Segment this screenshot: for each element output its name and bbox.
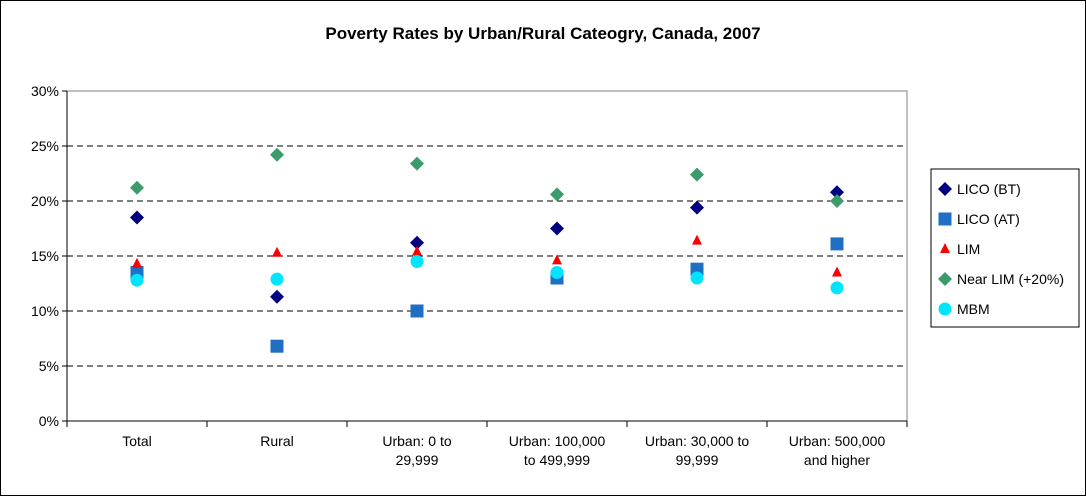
data-point-mbm (410, 255, 424, 268)
y-tick-label: 30% (31, 83, 59, 99)
grid-lines (67, 145, 907, 367)
data-points (130, 147, 844, 353)
data-point-lim (552, 254, 562, 265)
x-tick-label: Total (122, 433, 152, 449)
x-tick-label: Rural (260, 433, 293, 449)
data-point-near-lim-20 (270, 147, 284, 162)
data-point-lico-at (830, 237, 844, 251)
legend-marker (940, 243, 950, 253)
legend-label: LICO (BT) (957, 181, 1021, 197)
data-point-near-lim-20 (550, 187, 564, 202)
data-point-near-lim-20 (130, 180, 144, 195)
data-point-lico-at (270, 339, 284, 353)
data-point-lico-bt (410, 235, 424, 250)
data-point-mbm (690, 271, 704, 285)
y-tick-label: 10% (31, 303, 59, 319)
data-point-mbm (550, 266, 564, 279)
data-point-lico-bt (550, 221, 564, 236)
legend-label: LIM (957, 241, 980, 257)
data-point-near-lim-20 (690, 167, 704, 182)
x-tick-label: Urban: 0 to 29,999 (382, 433, 451, 468)
data-point-lim (692, 234, 702, 245)
chart-title: Poverty Rates by Urban/Rural Cateogry, C… (325, 24, 760, 43)
data-point-mbm (130, 273, 144, 287)
legend-label: MBM (957, 301, 990, 317)
legend-marker (938, 212, 952, 226)
data-point-lico-bt (270, 289, 284, 304)
legend: LICO (BT) LICO (AT) LIM Near LIM (+20%) MBM (930, 168, 1080, 328)
data-point-lico-at (410, 304, 424, 318)
y-tick-labels: 0% 5% 10% 15% 20% 25% 30% (31, 83, 59, 429)
x-tick-label: Urban: 500,000 and higher (789, 433, 886, 468)
data-point-mbm (270, 272, 284, 286)
y-tick-label: 20% (31, 193, 59, 209)
data-point-near-lim-20 (830, 194, 844, 208)
axes (62, 90, 908, 427)
data-point-lim (412, 245, 422, 256)
data-point-mbm (830, 281, 844, 295)
data-point-lico-bt (830, 185, 844, 200)
data-point-lim (132, 257, 142, 268)
x-tick-labels: Total Rural Urban: 0 to 29,999 Urban: 100,00… (122, 433, 885, 468)
data-point-lim (272, 246, 282, 257)
legend-marker (938, 182, 952, 196)
legend-label: LICO (AT) (957, 211, 1020, 227)
x-tick-label: Urban: 100,000 to 499,999 (509, 433, 606, 468)
y-tick-label: 15% (31, 248, 59, 264)
legend-marker (938, 272, 952, 286)
y-tick-label: 5% (39, 358, 59, 374)
data-point-lico-bt (130, 210, 144, 225)
data-point-lim (832, 266, 842, 277)
data-point-near-lim-20 (410, 156, 424, 171)
legend-box (930, 168, 1080, 328)
x-tick-label: Urban: 30,000 to 99,999 (645, 433, 750, 468)
legend-marker (938, 302, 952, 316)
y-tick-label: 0% (39, 413, 59, 429)
y-tick-label: 25% (31, 138, 59, 154)
data-point-lico-bt (690, 200, 704, 215)
legend-label: Near LIM (+20%) (957, 271, 1064, 287)
